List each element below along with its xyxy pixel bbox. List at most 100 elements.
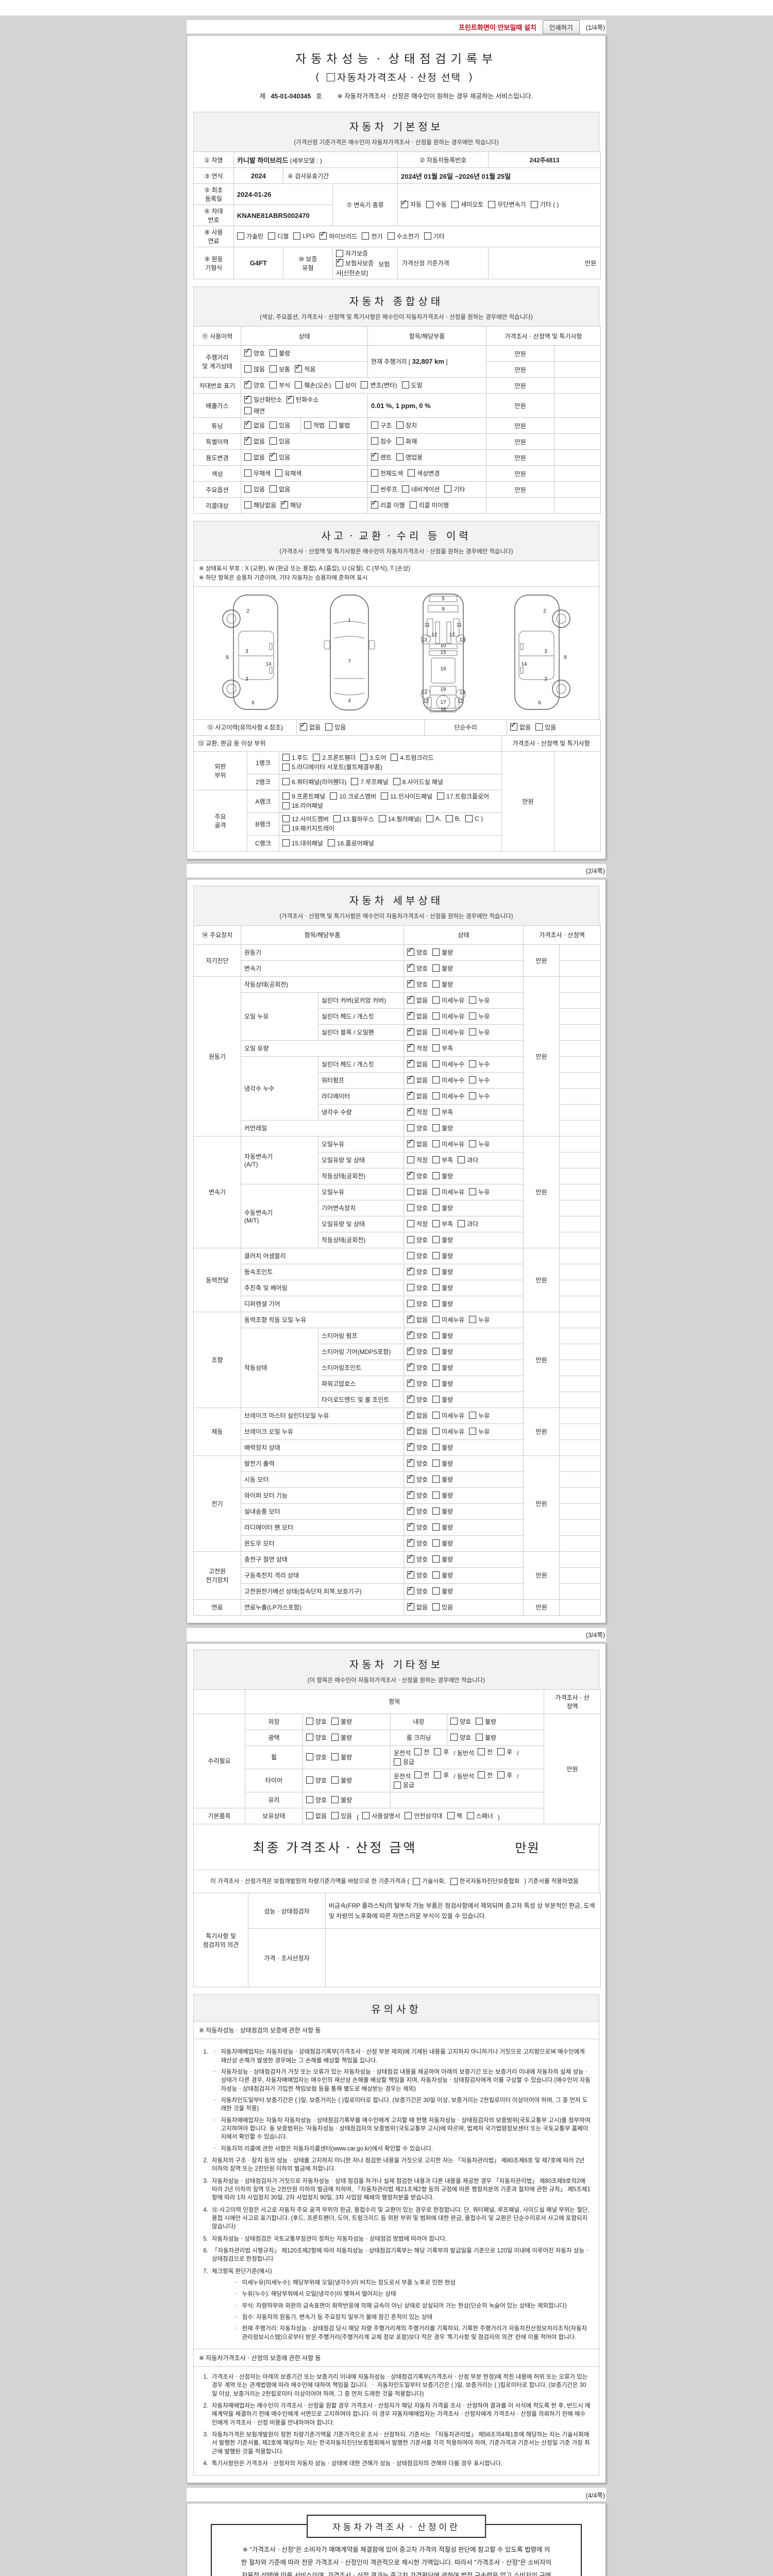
checkbox-checked-icon[interactable] [407,1137,415,1148]
checkbox-option[interactable]: 양호 [407,1345,428,1356]
checkbox-icon[interactable] [268,232,276,240]
checkbox-option[interactable]: 불량 [432,1299,453,1308]
checkbox-icon[interactable] [270,437,277,445]
checkbox-checked-icon[interactable] [287,394,294,403]
checkbox-checked-icon[interactable] [407,1025,415,1036]
checkbox-option[interactable]: 양호 [407,1377,428,1388]
checkbox-option[interactable]: 누유 [469,1188,490,1196]
checkbox-icon[interactable] [408,469,415,477]
checkbox-icon[interactable] [237,232,244,240]
checkbox-option[interactable]: 양호 [407,977,428,989]
checkbox-checked-icon[interactable] [407,1488,415,1499]
checkbox-icon[interactable] [351,778,359,786]
checkbox-option[interactable]: 양호 [407,1488,428,1500]
checkbox-option[interactable]: 10.크로스멤버 [330,792,376,801]
checkbox-option[interactable]: 양호 [407,1504,428,1516]
checkbox-icon[interactable] [306,1796,313,1804]
checkbox-option[interactable]: 가솔린 [237,232,263,241]
checkbox-icon[interactable] [432,1124,440,1132]
checkbox-checked-icon[interactable] [371,498,378,509]
checkbox-icon[interactable] [465,815,473,823]
checkbox-icon[interactable] [469,1092,477,1100]
checkbox-option[interactable]: 불량 [476,1717,496,1726]
checkbox-checked-icon[interactable] [407,1552,415,1563]
checkbox-option[interactable]: 누유 [469,1012,490,1021]
checkbox-icon[interactable] [458,1220,465,1228]
checkbox-option[interactable]: 양호 [407,1204,428,1212]
checkbox-option[interactable]: 불량 [476,1733,496,1742]
checkbox-icon[interactable] [432,1571,440,1579]
checkbox-checked-icon[interactable] [407,1377,415,1387]
checkbox-option[interactable]: 불량 [432,1235,453,1244]
checkbox-option[interactable]: 적법 [304,421,325,430]
checkbox-icon[interactable] [360,754,368,761]
checkbox-icon[interactable] [432,948,440,956]
checkbox-option[interactable]: 해당 [281,498,301,510]
checkbox-option[interactable]: 누수 [469,1076,490,1084]
checkbox-option[interactable]: 양호 [407,1283,428,1292]
checkbox-option[interactable]: 양호 [306,1733,327,1742]
checkbox-option[interactable]: 유채색 [275,469,301,478]
checkbox-icon[interactable] [469,1076,477,1084]
checkbox-option[interactable]: 장치 [396,421,417,430]
checkbox-option[interactable]: 응급 [394,1757,414,1766]
checkbox-icon[interactable] [331,1812,339,1820]
checkbox-checked-icon[interactable] [407,1265,415,1276]
checkbox-icon[interactable] [432,1412,440,1419]
checkbox-option[interactable]: 없음 [407,1073,428,1084]
checkbox-checked-icon[interactable] [407,1440,415,1451]
checkbox-option[interactable]: 전 [414,1748,429,1756]
checkbox-option[interactable]: 있음 [535,723,556,732]
checkbox-option[interactable]: 불량 [331,1717,352,1726]
checkbox-option[interactable]: 없음 [407,993,428,1005]
checkbox-checked-icon[interactable] [407,1472,415,1483]
checkbox-option[interactable]: 불량 [432,1491,453,1500]
checkbox-option[interactable]: 있음 [270,437,290,446]
checkbox-option[interactable]: 불량 [432,1379,453,1388]
checkbox-icon[interactable] [313,754,321,761]
checkbox-icon[interactable] [282,839,290,847]
checkbox-icon[interactable] [478,1771,485,1779]
checkbox-option[interactable]: 없음 [270,485,290,494]
checkbox-icon[interactable] [432,1140,440,1148]
checkbox-icon[interactable] [331,1753,339,1761]
checkbox-icon[interactable] [371,469,378,477]
checkbox-icon[interactable] [244,407,251,414]
checkbox-option[interactable]: 적정 [407,1041,428,1053]
checkbox-icon[interactable] [432,1092,440,1100]
checkbox-option[interactable]: 도말 [401,381,423,389]
checkbox-icon[interactable] [396,453,404,461]
checkbox-icon[interactable] [469,1316,477,1324]
checkbox-option[interactable]: 해당없음 [244,501,276,510]
checkbox-option[interactable]: 누수 [469,1092,490,1100]
checkbox-option[interactable]: 전 [414,1771,429,1780]
checkbox-option[interactable]: 없음 [407,1409,428,1420]
checkbox-option[interactable]: 세미오토 [451,200,483,209]
checkbox-checked-icon[interactable] [407,993,415,1004]
checkbox-option[interactable]: 누유 [469,1315,490,1324]
checkbox-icon[interactable] [432,1252,440,1260]
checkbox-icon[interactable] [282,792,290,800]
checkbox-icon[interactable] [282,824,290,832]
checkbox-option[interactable]: 자동차가격조사ㆍ산정 선택 [326,70,461,84]
checkbox-option[interactable]: 있음 [432,1603,453,1612]
checkbox-icon[interactable] [306,1812,313,1820]
checkbox-icon[interactable] [407,1236,415,1244]
checkbox-option[interactable]: 과다 [458,1156,478,1164]
checkbox-checked-icon[interactable] [407,1057,415,1068]
checkbox-icon[interactable] [407,1220,415,1228]
checkbox-option[interactable]: 불량 [432,1555,453,1564]
checkbox-option[interactable]: 미세누유 [432,1012,464,1021]
checkbox-icon[interactable] [432,1460,440,1467]
checkbox-option[interactable]: 한국자동차진단보증협회 [450,1876,519,1887]
checkbox-option[interactable]: 양호 [450,1733,471,1742]
checkbox-option[interactable]: 미세누유 [432,996,464,1005]
checkbox-option[interactable]: 9.프론트패널 [282,792,325,801]
checkbox-option[interactable]: 있음 [331,1811,352,1820]
checkbox-icon[interactable] [432,1012,440,1020]
checkbox-option[interactable]: 19.패키지트레이 [282,824,334,833]
checkbox-option[interactable]: 적정 [407,1219,428,1228]
checkbox-icon[interactable] [469,1028,477,1036]
checkbox-icon[interactable] [282,763,290,771]
checkbox-option[interactable]: 8.사이드실 패널 [393,777,443,786]
